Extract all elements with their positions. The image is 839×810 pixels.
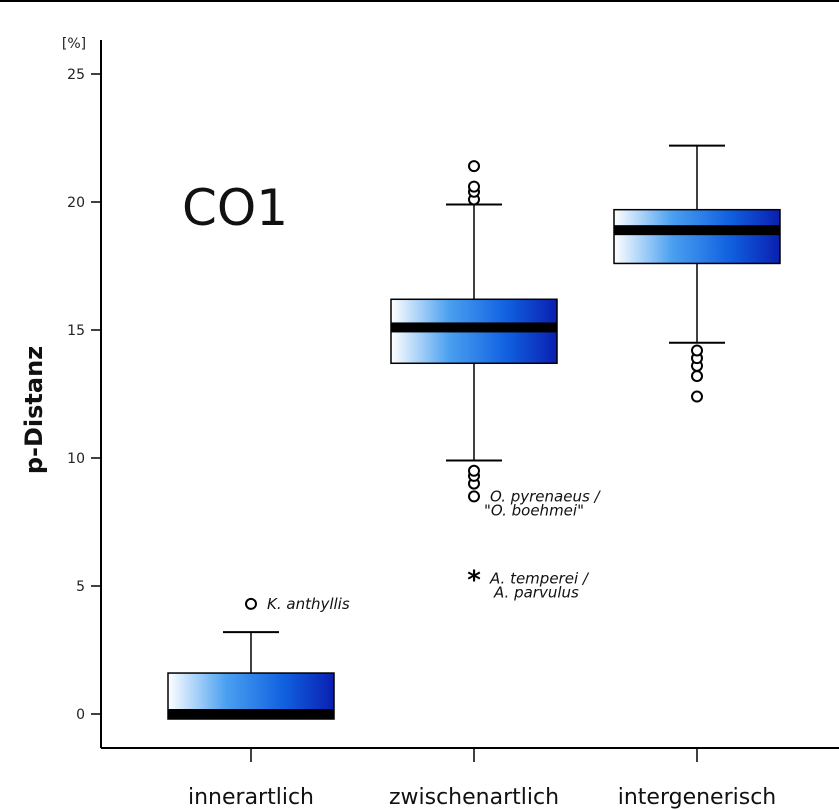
y-tick-label: 5 <box>76 579 85 595</box>
x-category-label: intergenerisch <box>618 785 777 810</box>
outlier-point <box>691 344 703 357</box>
annotation-label: A. parvulus <box>493 583 579 601</box>
annotation-label: "O. boehmei" <box>484 501 584 519</box>
box-intergenerisch <box>613 144 781 403</box>
x-category-label: innerartlich <box>188 785 314 810</box>
y-unit-label: [%] <box>62 36 86 52</box>
outlier-point <box>468 160 480 173</box>
extreme-point: * <box>467 565 481 595</box>
annotation-label: K. anthyllis <box>267 595 350 613</box>
median-line <box>391 322 557 333</box>
median-line <box>614 225 780 236</box>
outlier-point <box>468 490 480 503</box>
iqr-box <box>613 208 781 265</box>
box-innerartlich <box>167 597 335 720</box>
y-tick-label: 15 <box>67 323 85 339</box>
y-tick-label: 25 <box>67 67 85 83</box>
outlier-point <box>468 464 480 477</box>
chart-title: CO1 <box>182 179 288 237</box>
outlier-point <box>691 370 703 383</box>
annotation-label: O. pyrenaeus / <box>490 487 602 505</box>
y-tick-label: 10 <box>67 451 85 467</box>
y-tick-label: 0 <box>76 707 85 723</box>
outlier-point <box>691 390 703 403</box>
median-line <box>168 709 334 719</box>
outlier-point <box>468 180 480 193</box>
y-tick-label: 20 <box>67 195 85 211</box>
annotation-label: A. temperei / <box>489 569 590 587</box>
outlier-point <box>245 597 257 610</box>
box-zwischenartlich: * <box>390 160 558 595</box>
x-category-label: zwischenartlich <box>389 785 559 810</box>
y-axis-title: p-Distanz <box>20 346 48 474</box>
